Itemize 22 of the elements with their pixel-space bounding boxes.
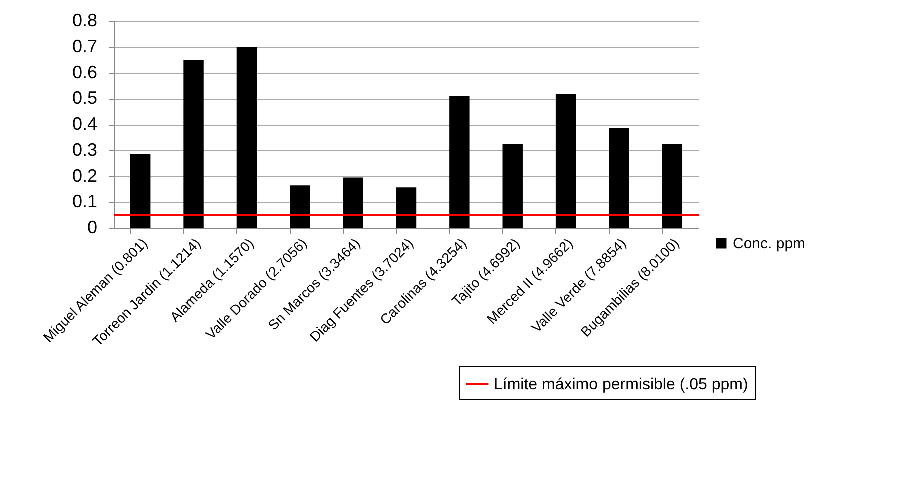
- y-tick-label: 0: [87, 218, 98, 238]
- y-tick-label: 0.5: [72, 88, 98, 108]
- y-tick-label: 0.3: [72, 140, 98, 160]
- y-tick-label: 0.7: [72, 36, 98, 56]
- bar: [130, 154, 151, 228]
- bar: [184, 60, 204, 228]
- y-tick-label: 0.1: [72, 192, 98, 212]
- bar: [396, 188, 417, 228]
- y-tick-label: 0.8: [72, 10, 98, 30]
- legend-label: Límite máximo permisible (.05 ppm): [494, 376, 748, 394]
- y-tick-label: 0.2: [72, 166, 98, 186]
- bar: [290, 186, 310, 228]
- bar: [609, 128, 630, 228]
- y-tick-label: 0.4: [72, 114, 98, 134]
- legend-label: Conc. ppm: [733, 236, 806, 252]
- bar: [236, 47, 258, 228]
- bar: [450, 96, 470, 228]
- bar: [556, 94, 576, 228]
- y-tick-label: 0.6: [72, 62, 98, 82]
- bar: [343, 178, 364, 228]
- bar: [662, 144, 683, 228]
- bar: [502, 144, 523, 228]
